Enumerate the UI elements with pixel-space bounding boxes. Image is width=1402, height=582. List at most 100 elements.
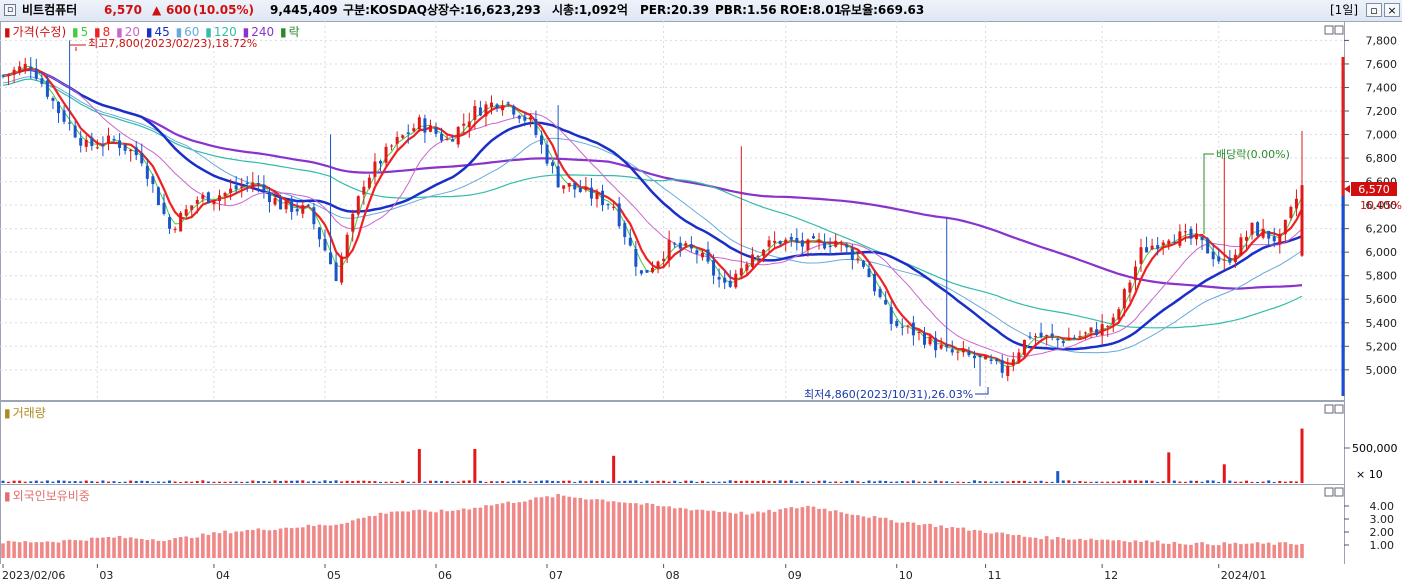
candle-body	[23, 63, 27, 69]
foreign-bar	[661, 506, 666, 558]
market-cap: 시총:1,092억	[552, 3, 628, 17]
foreign-tick-label: 1.00	[1370, 539, 1395, 552]
candle-body	[706, 249, 710, 262]
volume-bar	[162, 481, 166, 483]
foreign-bar	[461, 508, 466, 558]
candle-body	[1294, 198, 1298, 209]
volume-bar	[1100, 481, 1104, 483]
volume-bar	[989, 481, 993, 483]
foreign-legend: ▮ 외국인보유비중	[4, 487, 92, 504]
foreign-bar	[17, 542, 22, 558]
legend-ma60-icon: ▮	[175, 25, 183, 39]
volume-bar	[345, 480, 349, 483]
close-button[interactable]: ×	[1384, 3, 1400, 17]
volume-bar	[279, 480, 283, 483]
foreign-bar	[189, 538, 194, 558]
foreign-bar	[1094, 540, 1099, 558]
candle-body	[634, 249, 638, 267]
volume-maximize-button[interactable]	[1324, 404, 1334, 414]
reserve-ratio: 유보율:669.63	[840, 3, 925, 17]
candle-body	[234, 185, 238, 190]
candle-body	[312, 207, 316, 225]
candle-body	[395, 136, 399, 144]
foreign-close-button[interactable]	[1334, 487, 1344, 497]
foreign-bar	[439, 509, 444, 558]
legend-ma60: 60	[184, 25, 200, 39]
panel-maximize-button[interactable]	[1324, 25, 1334, 35]
candle-body	[784, 239, 788, 243]
candle-body	[367, 177, 371, 188]
foreign-bar	[139, 538, 144, 558]
volume-bar	[151, 481, 155, 483]
candle-body	[723, 277, 727, 283]
volume-bar	[934, 480, 938, 483]
window-menu-icon[interactable]: ▫	[4, 4, 16, 16]
foreign-bar	[1233, 542, 1238, 558]
candle-body	[728, 280, 732, 287]
volume-bar	[1222, 464, 1226, 483]
foreign-bar	[300, 527, 305, 558]
candle-body	[539, 135, 543, 145]
candle-body	[201, 194, 205, 199]
volume-bar	[673, 480, 677, 483]
volume-bar	[1000, 481, 1004, 483]
foreign-bar	[894, 522, 899, 558]
candle-body	[51, 98, 55, 101]
ma60-line	[2, 76, 1303, 354]
candle-body	[934, 337, 938, 351]
volume-bars	[1, 428, 1304, 483]
candle-body	[800, 240, 804, 247]
candle-body	[1222, 259, 1226, 261]
date-tick-label: 2024/01	[1221, 569, 1267, 582]
volume-bar	[1056, 471, 1060, 483]
price-tick-label: 5,000	[1366, 364, 1398, 377]
foreign-bar	[1178, 543, 1182, 558]
volume-bar	[939, 481, 943, 483]
candle-body	[1195, 233, 1199, 240]
foreign-bar	[600, 499, 605, 558]
volume-close-button[interactable]	[1334, 404, 1344, 414]
stock-chart[interactable]: 7,8007,6007,4007,2007,0006,8006,6006,400…	[0, 21, 1402, 582]
foreign-bar	[467, 509, 472, 558]
volume-bar	[1106, 481, 1110, 483]
foreign-bar	[456, 510, 461, 558]
foreign-bar	[511, 503, 516, 558]
volume-bar	[317, 481, 321, 483]
foreign-bar	[950, 527, 955, 558]
candle-body	[589, 187, 593, 199]
volume-bar	[551, 480, 555, 483]
change-arrow-icon: ▲	[152, 3, 162, 17]
candle-body	[923, 333, 927, 345]
price-change-percent: (10.05%)	[193, 3, 254, 17]
foreign-bar	[411, 510, 416, 558]
candlesticks	[1, 40, 1304, 387]
foreign-bar	[700, 509, 705, 558]
foreign-bar	[1017, 534, 1021, 558]
candle-body	[57, 101, 61, 114]
candle-body	[1139, 247, 1143, 264]
foreign-maximize-button[interactable]	[1324, 487, 1334, 497]
candle-body	[623, 223, 627, 238]
volume-bar	[517, 480, 521, 483]
candle-body	[689, 244, 693, 249]
foreign-bar	[417, 509, 422, 558]
foreign-bar	[761, 512, 766, 558]
volume-bar	[717, 481, 721, 483]
volume-bar	[373, 481, 377, 483]
candle-body	[495, 104, 499, 109]
volume-bar	[617, 481, 621, 483]
candle-body	[1028, 336, 1032, 338]
volume-bar	[7, 481, 11, 483]
volume-bar	[545, 480, 549, 483]
panel-close-button[interactable]	[1334, 25, 1344, 35]
candle-body	[811, 236, 815, 239]
candle-body	[639, 270, 643, 274]
volume-bar	[1233, 481, 1237, 483]
candle-body	[273, 198, 277, 205]
volume-bar	[1028, 481, 1032, 483]
foreign-tick-label: 2.00	[1370, 526, 1395, 539]
period-selector[interactable]: [1일]	[1330, 3, 1359, 17]
volume-bar	[1283, 481, 1287, 483]
foreign-bar	[756, 511, 760, 558]
maximize-button[interactable]: ▫	[1366, 3, 1382, 17]
